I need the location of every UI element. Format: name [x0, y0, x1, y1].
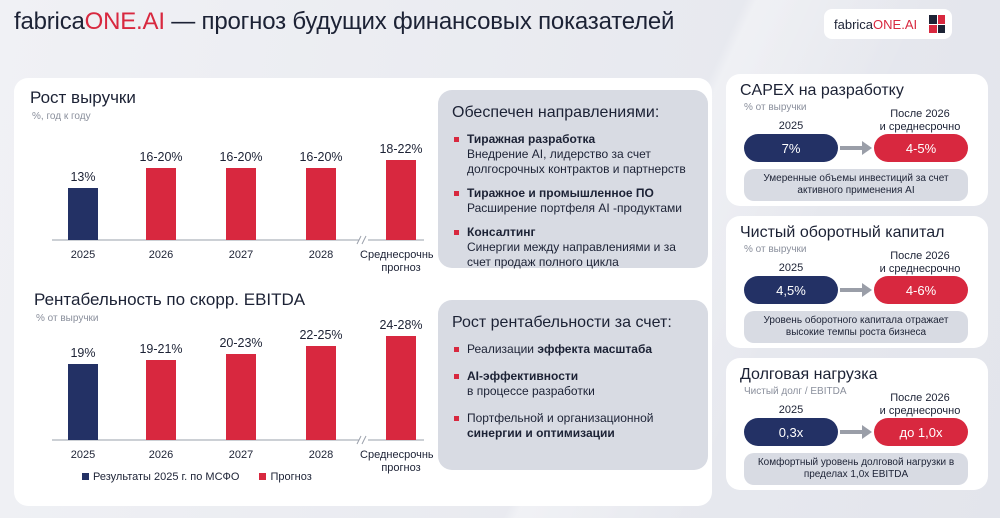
x-tick-label: 2028 [309, 449, 333, 461]
page-title: fabricaONE.AI — прогноз будущих финансов… [14, 8, 675, 35]
x-tick-label: 2026 [149, 449, 173, 461]
x-tick-label: 2027 [229, 249, 253, 261]
chart-bar [386, 160, 416, 240]
axis-break-mark [356, 435, 362, 445]
capex-title: CAPEX на разработку [740, 82, 904, 99]
revenue-subtitle: %, год к году [32, 111, 91, 122]
chart-legend: Результаты 2025 г. по МСФО Прогноз [82, 471, 312, 483]
nwc-to-value: 4-6% [874, 276, 968, 304]
margin-drivers-box: Рост рентабельности за счет: Реализации … [438, 300, 708, 470]
x-tick-label: 2026 [149, 249, 173, 261]
x-tick-label: 2027 [229, 449, 253, 461]
x-tick-label: 2025 [71, 249, 95, 261]
arrow-right-icon [840, 283, 872, 297]
axis-break-mark [356, 235, 362, 245]
bar-value-label: 16-20% [139, 150, 182, 164]
list-item: Тиражное и промышленное ПО Расширение пор… [452, 186, 694, 216]
axis-break-mark [361, 235, 367, 245]
capex-to-value: 4-5% [874, 134, 968, 162]
capex-from-year: 2025 [778, 120, 804, 132]
chart-bar [226, 168, 256, 240]
chart-bar [386, 336, 416, 440]
x-tick-label: прогноз [381, 462, 420, 474]
chart-bar [146, 360, 176, 440]
debt-subtitle: Чистый долг / EBITDA [744, 386, 847, 397]
nwc-note: Уровень оборотного капитала отражает выс… [744, 311, 968, 343]
capex-note: Умеренные объемы инвестиций за счет акти… [744, 169, 968, 201]
revenue-chart: 13% 16-20% 16-20% 16-20% 18-22% 2025 2026 2027 2… [52, 142, 434, 274]
bar-value-label: 22-25% [299, 328, 342, 342]
x-tick-label: 2025 [71, 449, 95, 461]
debt-to-value: до 1,0х [874, 418, 968, 446]
debt-title: Долговая нагрузка [740, 366, 878, 383]
company-logo: fabrica ONE.AI [824, 9, 952, 39]
revenue-drivers-header: Обеспечен направлениями: [452, 104, 660, 121]
bar-value-label: 19% [70, 346, 95, 360]
bar-value-label: 16-20% [219, 150, 262, 164]
arrow-right-icon [840, 141, 872, 155]
bar-value-label: 20-23% [219, 336, 262, 350]
bar-value-label: 16-20% [299, 150, 342, 164]
nwc-from-year: 2025 [778, 262, 804, 274]
list-item: AI-эффективности в процессе разработки [452, 369, 694, 399]
bar-value-label: 19-21% [139, 342, 182, 356]
axis-break-mark [361, 435, 367, 445]
debt-card: Долговая нагрузка Чистый долг / EBITDA 2… [726, 358, 988, 490]
capex-to-label: После 2026 и среднесрочно [879, 108, 961, 133]
bar-value-label: 18-22% [379, 142, 422, 156]
chart-bar [306, 346, 336, 440]
x-tick-label: прогноз [381, 262, 420, 274]
list-item: Консалтинг Синергии между направлениями и… [452, 225, 694, 270]
revenue-drivers-box: Обеспечен направлениями: Тиражная разраб… [438, 90, 708, 270]
debt-note: Комфортный уровень долговой нагрузки в п… [744, 453, 968, 485]
nwc-from-value: 4,5% [744, 276, 838, 304]
chart-bar [226, 354, 256, 440]
chart-bar [306, 168, 336, 240]
debt-from-value: 0,3х [744, 418, 838, 446]
x-tick-label: 2028 [309, 249, 333, 261]
debt-to-label: После 2026 и среднесрочно [879, 392, 961, 417]
chart-bar [68, 188, 98, 240]
list-item: Портфельной и организационной синергии и… [452, 411, 694, 441]
ebitda-title: Рентабельность по скорр. EBITDA [34, 290, 306, 309]
arrow-right-icon [840, 425, 872, 439]
revenue-title: Рост выручки [30, 88, 136, 107]
x-tick-label: Среднесрочный [360, 449, 434, 461]
ebitda-subtitle: % от выручки [36, 313, 99, 324]
capex-from-value: 7% [744, 134, 838, 162]
nwc-subtitle: % от выручки [744, 244, 807, 255]
capex-subtitle: % от выручки [744, 102, 807, 113]
list-item: Тиражная разработка Внедрение AI, лидерст… [452, 132, 694, 177]
nwc-title: Чистый оборотный капитал [740, 224, 945, 241]
chart-bar [146, 168, 176, 240]
bar-value-label: 13% [70, 170, 95, 184]
bar-value-label: 24-28% [379, 318, 422, 332]
ebitda-chart: 19% 19-21% 20-23% 22-25% 24-28% 2025 2026 2027 2… [52, 318, 434, 474]
chart-bar [68, 364, 98, 440]
debt-from-year: 2025 [778, 404, 804, 416]
capex-card: CAPEX на разработку % от выручки 2025 По… [726, 74, 988, 206]
nwc-card: Чистый оборотный капитал % от выручки 20… [726, 216, 988, 348]
list-item: Реализации эффекта масштаба [452, 342, 694, 357]
margin-drivers-header: Рост рентабельности за счет: [452, 314, 672, 331]
logo-mark-icon [929, 15, 945, 33]
legend-item-actual: Результаты 2025 г. по МСФО [82, 471, 239, 483]
x-tick-label: Среднесрочный [360, 249, 434, 261]
legend-item-forecast: Прогноз [259, 471, 312, 483]
charts-card: Рост выручки %, год к году 13% 16-20% 16-2… [14, 78, 712, 506]
nwc-to-label: После 2026 и среднесрочно [879, 250, 961, 275]
